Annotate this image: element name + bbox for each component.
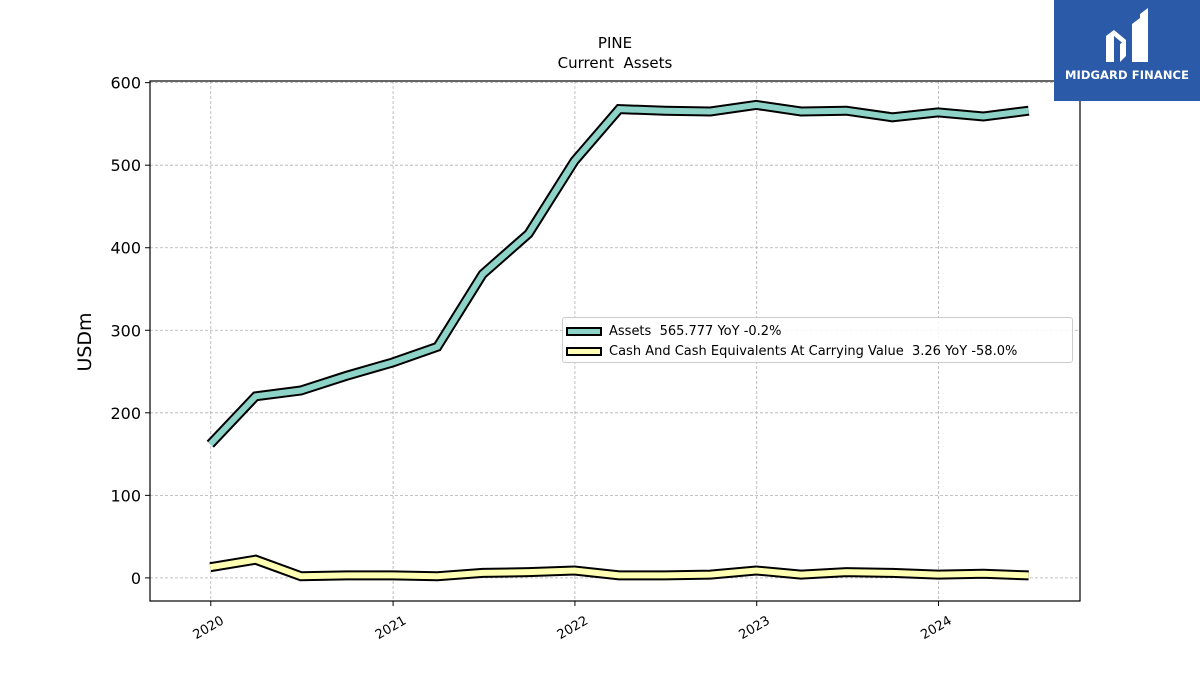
brand-logo: MIDGARD FINANCE	[1054, 0, 1200, 101]
legend-label-cash: Cash And Cash Equivalents At Carrying Va…	[609, 343, 1018, 359]
y-tick-label: 200	[110, 404, 141, 423]
legend-swatch-assets	[566, 326, 602, 336]
y-tick-label: 600	[110, 74, 141, 93]
y-tick-label: 300	[110, 321, 141, 340]
series-layer	[206, 99, 1030, 582]
brand-name: MIDGARD FINANCE	[1064, 68, 1190, 82]
midgard-logo-icon	[1106, 8, 1148, 62]
y-axis: 0 100 200 300 400 500 600	[110, 74, 150, 588]
y-tick-label: 0	[131, 569, 141, 588]
chart-legend: Assets 565.777 YoY -0.2% Cash And Cash E…	[562, 317, 1073, 363]
plot-frame	[149, 80, 1081, 602]
chart-subtitle: Current Assets	[558, 54, 673, 72]
x-tick-label: 2024	[918, 613, 954, 643]
series-fill	[208, 101, 1030, 447]
y-axis-label: USDm	[74, 312, 96, 371]
series-outline	[206, 99, 1030, 448]
x-tick-label: 2020	[191, 613, 227, 643]
chart-title: PINE	[598, 34, 632, 52]
x-tick-label: 2023	[737, 613, 773, 643]
legend-swatch-cash	[566, 346, 602, 356]
legend-item-assets: Assets 565.777 YoY -0.2%	[563, 321, 781, 341]
y-tick-label: 500	[110, 156, 141, 175]
y-tick-label: 400	[110, 239, 141, 258]
series-assets-line	[206, 99, 1030, 448]
y-tick-label: 100	[110, 486, 141, 505]
legend-label-assets: Assets 565.777 YoY -0.2%	[609, 323, 782, 339]
x-tick-label: 2021	[373, 613, 409, 643]
series-cash-line	[209, 554, 1029, 582]
x-tick-label: 2022	[555, 613, 591, 643]
x-axis: 2020 2021 2022 2023 2024	[191, 601, 955, 643]
series-fill	[209, 556, 1029, 580]
legend-item-cash: Cash And Cash Equivalents At Carrying Va…	[563, 341, 1017, 361]
